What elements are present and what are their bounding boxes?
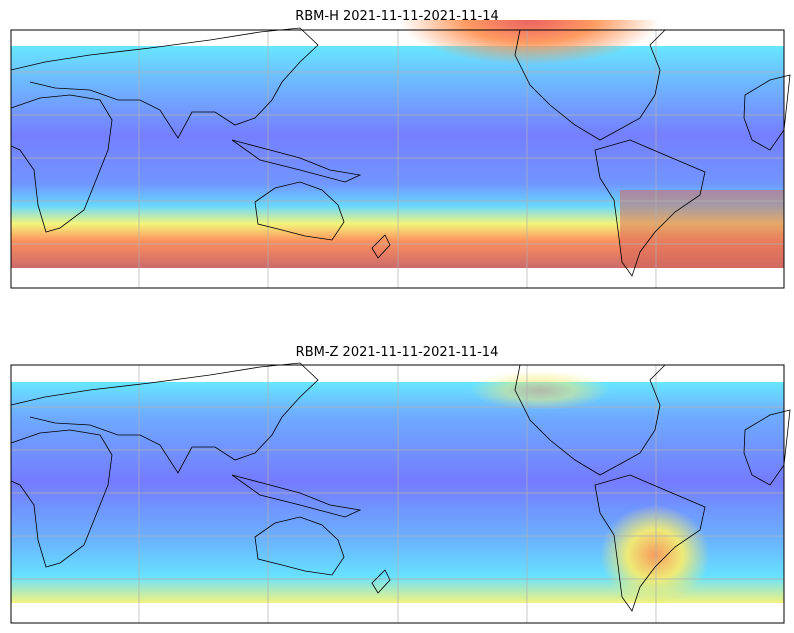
- heatmap-hotspot: [470, 370, 610, 410]
- heatmap-hotspot: [600, 505, 710, 605]
- panel-rbm-z: RBM-Z 2021-11-11-2021-11-14: [10, 345, 790, 624]
- panel-title: RBM-Z 2021-11-11-2021-11-14: [296, 345, 499, 360]
- map-frame: [10, 364, 785, 624]
- heatmap-hotspot: [400, 20, 660, 110]
- panel-rbm-h: RBM-H 2021-11-11-2021-11-14: [10, 9, 790, 289]
- heatmap-hotspot: [620, 190, 784, 268]
- map-frame: [10, 29, 785, 289]
